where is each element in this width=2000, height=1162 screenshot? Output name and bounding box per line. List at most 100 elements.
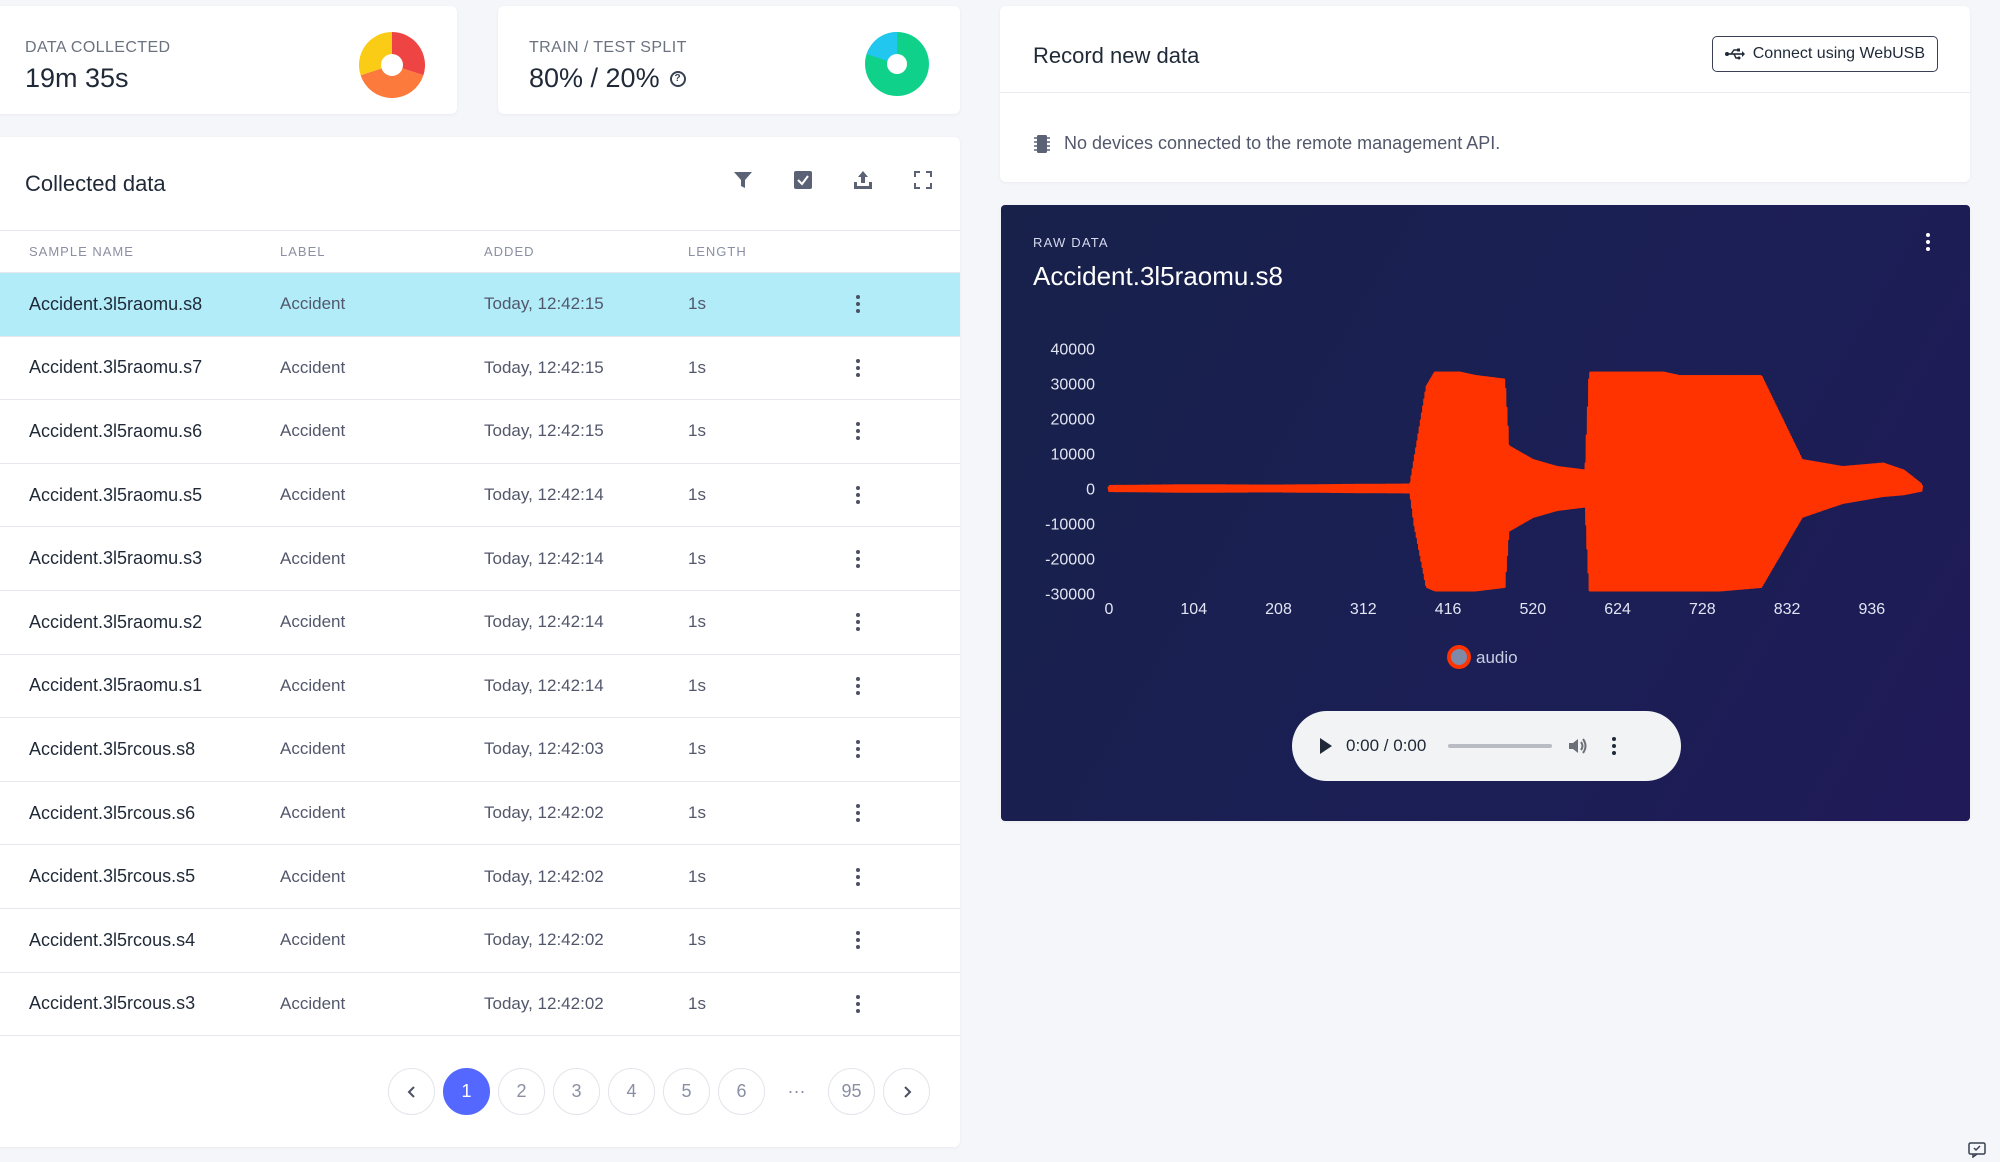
- page-button-4[interactable]: 4: [608, 1068, 655, 1115]
- feedback-icon[interactable]: [1968, 1142, 1988, 1158]
- sample-added: Today, 12:42:02: [484, 908, 688, 973]
- table-row[interactable]: Accident.3l5raomu.s2 Accident Today, 12:42…: [0, 590, 960, 655]
- sample-length: 1s: [688, 399, 848, 464]
- row-menu-icon[interactable]: [854, 804, 862, 823]
- collected-data-toolbar: [733, 170, 933, 190]
- page-button-3[interactable]: 3: [553, 1068, 600, 1115]
- filter-icon[interactable]: [733, 170, 753, 190]
- sample-label: Accident: [280, 590, 484, 655]
- sample-label: Accident: [280, 463, 484, 528]
- row-actions: [848, 399, 960, 464]
- sample-length: 1s: [688, 272, 848, 337]
- sample-name[interactable]: Accident.3l5raomu.s8: [0, 272, 280, 337]
- sample-label: Accident: [280, 526, 484, 591]
- row-menu-icon[interactable]: [854, 295, 862, 314]
- x-tick-label: 104: [1180, 601, 1207, 618]
- x-tick-label: 416: [1435, 601, 1462, 618]
- device-status-message: No devices connected to the remote manag…: [1064, 133, 1501, 153]
- connect-webusb-button[interactable]: Connect using WebUSB: [1711, 36, 1938, 72]
- sample-length: 1s: [688, 336, 848, 401]
- row-actions: [848, 463, 960, 528]
- table-row[interactable]: Accident.3l5rcous.s6 Accident Today, 12:42…: [0, 781, 960, 846]
- row-menu-icon[interactable]: [854, 867, 862, 886]
- row-menu-icon[interactable]: [854, 422, 862, 441]
- sample-name[interactable]: Accident.3l5rcous.s6: [0, 781, 280, 846]
- sample-name[interactable]: Accident.3l5rcous.s8: [0, 717, 280, 782]
- sample-length: 1s: [688, 781, 848, 846]
- sample-name[interactable]: Accident.3l5rcous.s3: [0, 972, 280, 1037]
- play-icon[interactable]: [1320, 738, 1332, 754]
- column-header-added[interactable]: ADDED: [484, 230, 688, 273]
- page-button-last[interactable]: 95: [828, 1068, 875, 1115]
- record-new-data-card: Record new data Connect using WebUSB No …: [1000, 6, 1970, 182]
- fullscreen-icon[interactable]: [913, 170, 933, 190]
- sample-added: Today, 12:42:14: [484, 463, 688, 528]
- raw-data-menu-icon[interactable]: [1924, 233, 1932, 251]
- page-button-5[interactable]: 5: [663, 1068, 710, 1115]
- y-tick-label: 40000: [1051, 342, 1096, 359]
- sample-label: Accident: [280, 972, 484, 1037]
- page-button-1[interactable]: 1: [443, 1068, 490, 1115]
- x-tick-label: 832: [1774, 601, 1801, 618]
- prev-page-button[interactable]: [388, 1068, 435, 1115]
- x-tick-label: 624: [1604, 601, 1631, 618]
- row-menu-icon[interactable]: [854, 994, 862, 1013]
- question-circle-icon[interactable]: ?: [669, 70, 686, 87]
- table-row[interactable]: Accident.3l5raomu.s7 Accident Today, 12:42…: [0, 336, 960, 401]
- stat-label: DATA COLLECTED: [25, 39, 171, 56]
- sample-name[interactable]: Accident.3l5rcous.s4: [0, 908, 280, 973]
- sample-added: Today, 12:42:15: [484, 399, 688, 464]
- table-row[interactable]: Accident.3l5rcous.s5 Accident Today, 12:42…: [0, 844, 960, 909]
- sample-added: Today, 12:42:15: [484, 272, 688, 337]
- sample-length: 1s: [688, 654, 848, 719]
- column-header-label[interactable]: LABEL: [280, 230, 484, 273]
- table-row[interactable]: Accident.3l5rcous.s3 Accident Today, 12:42…: [0, 972, 960, 1037]
- table-row[interactable]: Accident.3l5raomu.s1 Accident Today, 12:42…: [0, 654, 960, 719]
- audio-player: 0:00 / 0:00: [1292, 711, 1681, 781]
- table-row[interactable]: Accident.3l5rcous.s4 Accident Today, 12:42…: [0, 908, 960, 973]
- upload-icon[interactable]: [853, 170, 873, 190]
- audio-series-line: [1107, 371, 1924, 592]
- audio-time: 0:00 / 0:00: [1346, 736, 1427, 755]
- table-row[interactable]: Accident.3l5raomu.s8 Accident Today, 12:42…: [0, 272, 960, 337]
- sample-name[interactable]: Accident.3l5raomu.s5: [0, 463, 280, 528]
- volume-icon[interactable]: [1566, 734, 1590, 758]
- raw-data-label: RAW DATA: [1033, 235, 1109, 250]
- checkbox-icon[interactable]: [793, 170, 813, 190]
- row-menu-icon[interactable]: [854, 613, 862, 632]
- row-menu-icon[interactable]: [854, 486, 862, 505]
- row-menu-icon[interactable]: [854, 676, 862, 695]
- sample-label: Accident: [280, 654, 484, 719]
- y-tick-label: 20000: [1051, 412, 1096, 429]
- audio-seek-bar[interactable]: [1448, 744, 1553, 748]
- sample-name[interactable]: Accident.3l5raomu.s7: [0, 336, 280, 401]
- sample-added: Today, 12:42:03: [484, 717, 688, 782]
- column-header-length[interactable]: LENGTH: [688, 230, 848, 273]
- next-page-button[interactable]: [883, 1068, 930, 1115]
- row-menu-icon[interactable]: [854, 931, 862, 950]
- sample-label: Accident: [280, 908, 484, 973]
- table-row[interactable]: Accident.3l5rcous.s8 Accident Today, 12:42…: [0, 717, 960, 782]
- row-menu-icon[interactable]: [854, 358, 862, 377]
- raw-data-card: 40000 30000 20000 10000 0 -10000 -20000 -30000 0…: [1001, 205, 1970, 821]
- table-row[interactable]: Accident.3l5raomu.s5 Accident Today, 12:42…: [0, 463, 960, 528]
- table-row[interactable]: Accident.3l5raomu.s6 Accident Today, 12:42…: [0, 399, 960, 464]
- sample-name[interactable]: Accident.3l5raomu.s1: [0, 654, 280, 719]
- row-menu-icon[interactable]: [854, 740, 862, 759]
- page-button-6[interactable]: 6: [718, 1068, 765, 1115]
- sample-name[interactable]: Accident.3l5raomu.s6: [0, 399, 280, 464]
- row-actions: [848, 654, 960, 719]
- table-row[interactable]: Accident.3l5raomu.s3 Accident Today, 12:42…: [0, 526, 960, 591]
- y-tick-label: -30000: [1045, 587, 1095, 604]
- sample-name[interactable]: Accident.3l5raomu.s2: [0, 590, 280, 655]
- sample-name[interactable]: Accident.3l5rcous.s5: [0, 844, 280, 909]
- row-actions: [848, 336, 960, 401]
- page-button-2[interactable]: 2: [498, 1068, 545, 1115]
- connect-webusb-label: Connect using WebUSB: [1752, 45, 1925, 62]
- row-menu-icon[interactable]: [854, 549, 862, 568]
- player-menu-icon[interactable]: [1610, 737, 1618, 755]
- column-header-sample-name[interactable]: SAMPLE NAME: [0, 230, 280, 273]
- row-actions: [848, 781, 960, 846]
- sample-name[interactable]: Accident.3l5raomu.s3: [0, 526, 280, 591]
- stat-card-train-test-split: TRAIN / TEST SPLIT 80% / 20% ?: [498, 6, 960, 114]
